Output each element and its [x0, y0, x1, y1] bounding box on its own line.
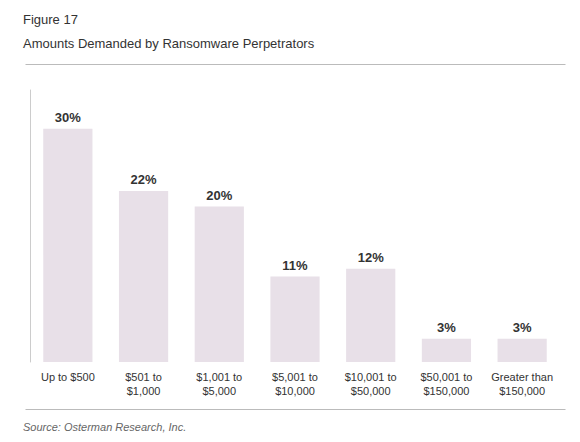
svg-text:Figure 17: Figure 17: [23, 12, 78, 27]
svg-text:3%: 3%: [437, 320, 456, 335]
svg-text:Up to $500: Up to $500: [41, 371, 95, 383]
svg-text:Source: Osterman Research, Inc: Source: Osterman Research, Inc.: [23, 421, 186, 433]
svg-text:$50,001 to: $50,001 to: [420, 371, 472, 383]
svg-text:$5,000: $5,000: [202, 385, 236, 397]
svg-text:Greater than: Greater than: [491, 371, 553, 383]
svg-text:$1,001 to: $1,001 to: [196, 371, 242, 383]
svg-text:12%: 12%: [358, 250, 384, 265]
svg-text:$150,000: $150,000: [499, 385, 545, 397]
svg-text:$10,001 to: $10,001 to: [345, 371, 397, 383]
svg-text:$10,000: $10,000: [275, 385, 315, 397]
svg-text:Amounts Demanded by Ransomware: Amounts Demanded by Ransomware Perpetrat…: [23, 36, 315, 51]
svg-text:$50,000: $50,000: [351, 385, 391, 397]
svg-text:$150,000: $150,000: [423, 385, 469, 397]
svg-text:$5,001 to: $5,001 to: [272, 371, 318, 383]
svg-text:$501 to: $501 to: [125, 371, 162, 383]
svg-text:11%: 11%: [282, 258, 308, 273]
svg-text:30%: 30%: [55, 110, 81, 125]
svg-text:22%: 22%: [131, 172, 157, 187]
svg-text:20%: 20%: [206, 188, 232, 203]
svg-text:$1,000: $1,000: [127, 385, 161, 397]
svg-text:3%: 3%: [513, 320, 532, 335]
